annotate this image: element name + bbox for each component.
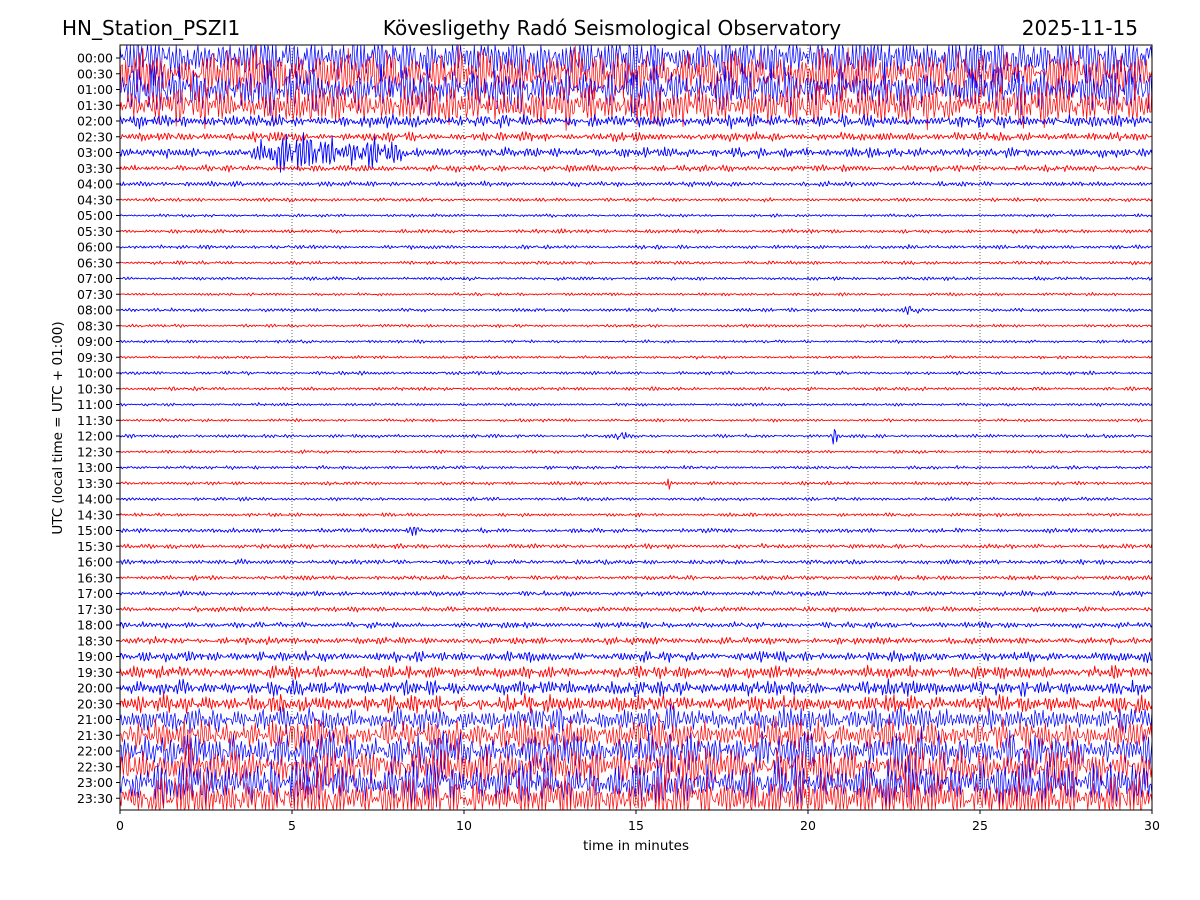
y-tick-label: 12:00: [77, 429, 113, 444]
x-tick-label: 5: [288, 818, 296, 833]
y-tick-label: 14:00: [77, 492, 113, 507]
x-tick-label: 15: [628, 818, 644, 833]
chart-date: 2025-11-15: [1021, 16, 1138, 40]
y-tick-label: 02:30: [77, 129, 113, 144]
y-tick-label: 18:30: [77, 633, 113, 648]
y-tick-label: 18:00: [77, 618, 113, 633]
y-tick-label: 10:30: [77, 381, 113, 396]
y-tick-label: 08:00: [77, 303, 113, 318]
y-tick-label: 01:30: [77, 98, 113, 113]
x-tick-label: 10: [456, 818, 472, 833]
y-tick-label: 16:00: [77, 555, 113, 570]
y-tick-label: 22:30: [77, 759, 113, 774]
trace-0230: [120, 131, 1153, 143]
y-tick-label: 22:00: [77, 744, 113, 759]
y-tick-label: 02:00: [77, 114, 113, 129]
trace-0630: [119, 260, 1153, 266]
trace-0030: [119, 44, 1153, 105]
trace-0330: [119, 164, 1153, 173]
y-tick-label: 16:30: [77, 570, 113, 585]
y-tick-label: 11:00: [77, 397, 113, 412]
y-tick-label: 04:00: [77, 177, 113, 192]
y-tick-label: 09:30: [77, 350, 113, 365]
y-tick-label: 15:00: [77, 523, 113, 538]
y-tick-label: 19:30: [77, 665, 113, 680]
y-tick-label: 17:30: [77, 602, 113, 617]
y-tick-label: 00:00: [77, 51, 113, 66]
y-tick-label: 09:00: [77, 334, 113, 349]
y-tick-label: 20:00: [77, 681, 113, 696]
y-tick-label: 13:30: [77, 476, 113, 491]
y-axis: 00:0000:3001:0001:3002:0002:3003:0003:30…: [77, 51, 120, 806]
x-tick-label: 0: [116, 818, 124, 833]
trace-1930: [119, 664, 1153, 680]
y-tick-label: 00:30: [77, 66, 113, 81]
y-tick-label: 13:00: [77, 460, 113, 475]
trace-1030: [119, 386, 1153, 392]
y-tick-label: 10:00: [77, 366, 113, 381]
y-tick-label: 23:00: [77, 775, 113, 790]
x-tick-label: 30: [1144, 818, 1160, 833]
y-axis-label: UTC (local time = UTC + 01:00): [50, 321, 66, 534]
y-tick-label: 21:00: [77, 712, 113, 727]
y-tick-label: 07:30: [77, 287, 113, 302]
y-tick-label: 03:30: [77, 161, 113, 176]
y-tick-label: 23:30: [77, 791, 113, 806]
x-axis-label: time in minutes: [583, 838, 689, 854]
y-tick-label: 05:30: [77, 224, 113, 239]
y-tick-label: 08:30: [77, 318, 113, 333]
y-tick-label: 11:30: [77, 413, 113, 428]
trace-0100: [119, 60, 1153, 118]
station-name: HN_Station_PSZI1: [62, 16, 241, 40]
x-tick-label: 20: [800, 818, 816, 833]
y-tick-label: 05:00: [77, 208, 113, 223]
y-tick-label: 21:30: [77, 728, 113, 743]
trace-0530: [119, 228, 1153, 234]
y-tick-label: 03:00: [77, 145, 113, 160]
x-tick-label: 25: [972, 818, 988, 833]
trace-0430: [119, 197, 1153, 203]
y-tick-label: 04:30: [77, 192, 113, 207]
x-axis: 0 5 10 15 20 25 30: [116, 810, 1160, 833]
chart-title: Kövesligethy Radó Seismological Observat…: [382, 16, 842, 40]
y-tick-label: 06:30: [77, 255, 113, 270]
y-tick-label: 01:00: [77, 82, 113, 97]
trace-1000: [119, 370, 1152, 376]
y-tick-label: 20:30: [77, 696, 113, 711]
grid-lines: [291, 45, 981, 810]
trace-0800: [119, 305, 1153, 316]
y-tick-label: 17:00: [77, 586, 113, 601]
trace-1230: [119, 449, 1153, 455]
trace-1830: [119, 635, 1153, 646]
y-tick-label: 06:00: [77, 240, 113, 255]
y-tick-label: 14:30: [77, 507, 113, 522]
y-tick-label: 19:00: [77, 649, 113, 664]
y-tick-label: 15:30: [77, 539, 113, 554]
y-tick-label: 12:30: [77, 444, 113, 459]
y-tick-label: 07:00: [77, 271, 113, 286]
